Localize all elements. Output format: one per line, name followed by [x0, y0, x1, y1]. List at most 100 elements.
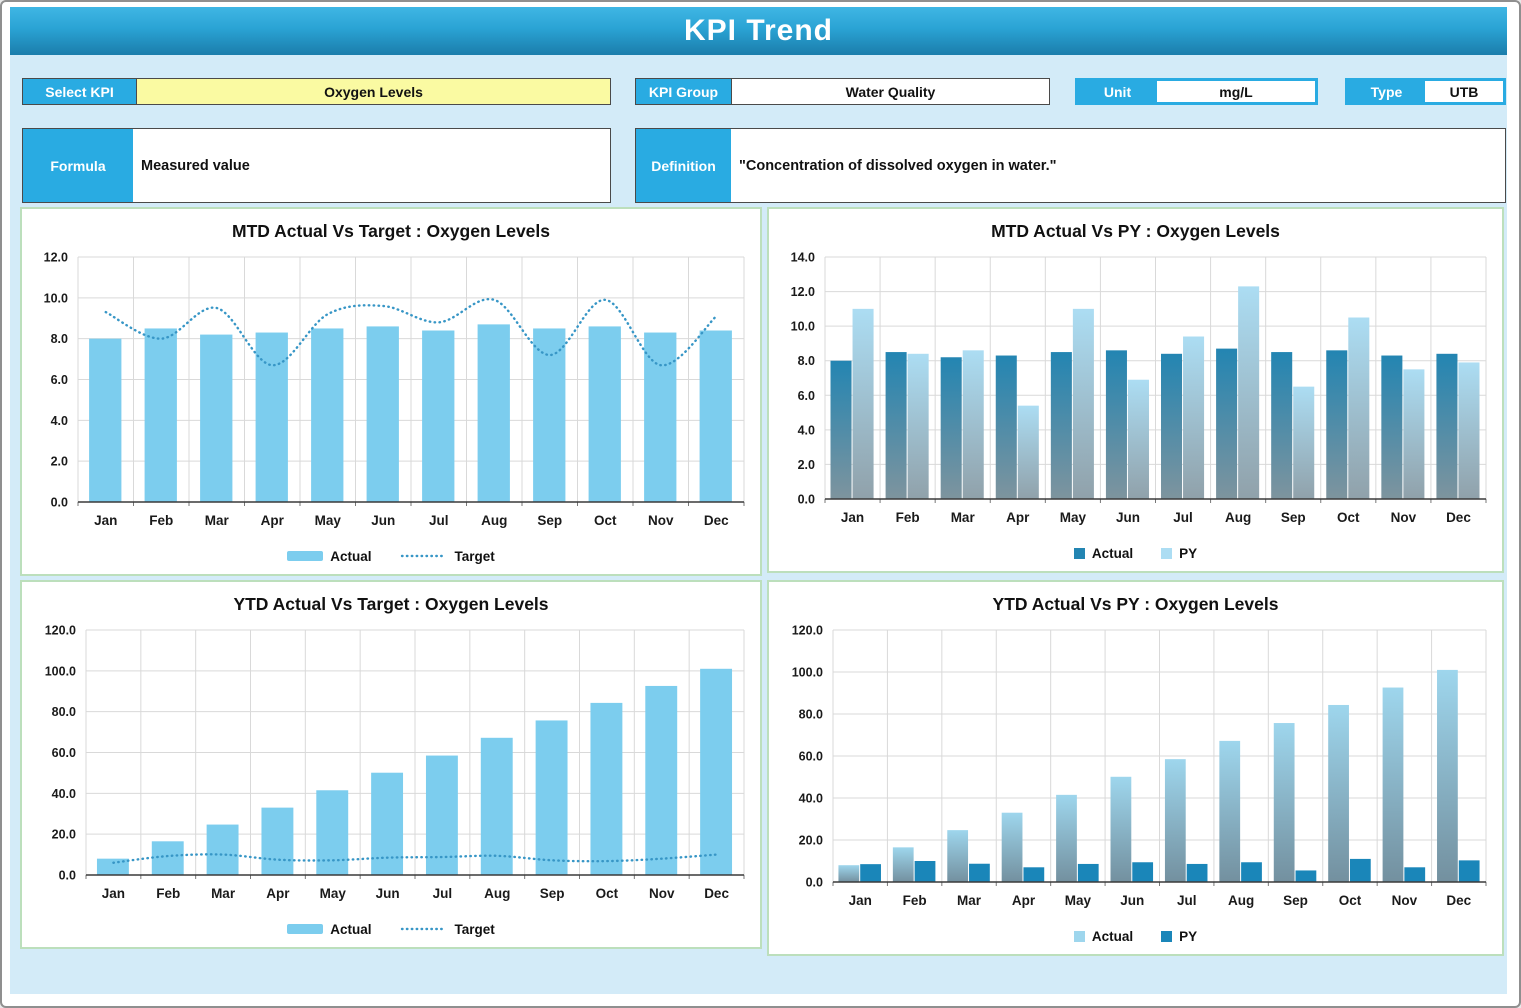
svg-text:Jun: Jun	[371, 513, 395, 528]
legend-square-swatch	[1161, 547, 1173, 559]
legend-label: Actual	[1091, 545, 1134, 561]
type-control: Type UTB	[1345, 78, 1506, 105]
svg-text:Aug: Aug	[1228, 893, 1254, 908]
dashboard-canvas: KPI Trend Select KPI Oxygen Levels KPI G…	[10, 7, 1507, 994]
svg-text:8.0: 8.0	[51, 332, 68, 346]
legend-label: Actual	[1091, 928, 1134, 944]
legend-bar-swatch	[287, 551, 324, 561]
kpi-group-value-field: Water Quality	[731, 79, 1049, 104]
svg-text:Dec: Dec	[704, 513, 729, 528]
definition-value: "Concentration of dissolved oxygen in wa…	[739, 157, 1057, 174]
svg-text:6.0: 6.0	[51, 373, 68, 387]
chart-svg-mtd-py: 0.0 2.0 4.0 6.0 8.0 10.0 12.0 14.0 Jan Feb Mar Apr M…	[791, 251, 1487, 525]
type-value-field: UTB	[1425, 81, 1503, 102]
svg-text:May: May	[320, 886, 347, 901]
legend-item-actual: Actual	[287, 922, 372, 937]
svg-text:Apr: Apr	[261, 513, 285, 528]
svg-text:120.0: 120.0	[45, 624, 76, 638]
svg-text:Sep: Sep	[540, 886, 565, 901]
chart-title-mtd-py: MTD Actual Vs PY : Oxygen Levels	[991, 221, 1280, 241]
legend-square-swatch	[1073, 547, 1085, 559]
svg-text:Aug: Aug	[484, 886, 510, 901]
svg-text:Jan: Jan	[849, 893, 872, 908]
svg-text:Dec: Dec	[1446, 510, 1471, 525]
svg-text:Mar: Mar	[957, 893, 982, 908]
chart-title-ytd-py: YTD Actual Vs PY : Oxygen Levels	[992, 594, 1279, 614]
svg-text:0.0: 0.0	[806, 876, 823, 890]
svg-text:Sep: Sep	[537, 513, 562, 528]
panel-ytd-actual-vs-target: YTD Actual Vs Target : Oxygen Levels 0.0…	[20, 580, 762, 949]
kpi-group-label: KPI Group	[636, 79, 731, 104]
svg-text:60.0: 60.0	[799, 750, 823, 764]
definition-panel: Definition "Concentration of dissolved o…	[635, 128, 1506, 203]
svg-text:Oct: Oct	[596, 886, 619, 901]
formula-label: Formula	[23, 129, 133, 202]
svg-text:8.0: 8.0	[798, 354, 815, 368]
svg-text:Mar: Mar	[951, 510, 976, 525]
svg-text:0.0: 0.0	[51, 496, 68, 510]
svg-text:100.0: 100.0	[45, 664, 76, 678]
legend-square-swatch	[1161, 930, 1173, 942]
page-title: KPI Trend	[683, 14, 834, 47]
svg-text:Nov: Nov	[649, 886, 675, 901]
svg-text:Mar: Mar	[205, 513, 230, 528]
svg-text:40.0: 40.0	[799, 792, 823, 806]
formula-value: Measured value	[141, 157, 250, 174]
legend-mtd-target: Actual Target	[22, 538, 760, 574]
svg-text:Aug: Aug	[481, 513, 507, 528]
select-kpi-value-field[interactable]: Oxygen Levels	[136, 79, 610, 104]
svg-text:Jul: Jul	[433, 886, 453, 901]
definition-label: Definition	[636, 129, 731, 202]
svg-text:May: May	[1065, 893, 1092, 908]
svg-text:6.0: 6.0	[798, 389, 815, 403]
chart-svg-mtd-target: 0.0 2.0 4.0 6.0 8.0 10.0 12.0 Jan Feb Mar Apr May Ju…	[44, 251, 745, 528]
svg-text:Jun: Jun	[1120, 893, 1144, 908]
svg-text:0.0: 0.0	[798, 493, 815, 507]
panel-mtd-actual-vs-py: MTD Actual Vs PY : Oxygen Levels 0.0 2.0 4…	[767, 207, 1504, 573]
panel-mtd-actual-vs-target: MTD Actual Vs Target : Oxygen Levels 0.0…	[20, 207, 762, 576]
unit-value-field: mg/L	[1157, 81, 1315, 102]
svg-text:Jul: Jul	[429, 513, 449, 528]
svg-text:Feb: Feb	[149, 513, 173, 528]
svg-text:May: May	[315, 513, 342, 528]
legend-label: PY	[1179, 928, 1198, 944]
svg-text:0.0: 0.0	[59, 869, 76, 883]
chart-mtd-actual-vs-target: 0.0 2.0 4.0 6.0 8.0 10.0 12.0 Jan Feb Mar Apr May Ju…	[22, 247, 760, 538]
chart-svg-ytd-target: 0.0 20.0 40.0 60.0 80.0 100.0 120.0 Jan Feb Mar Ap…	[45, 624, 745, 901]
legend-mtd-py: Actual PY	[769, 535, 1502, 571]
legend-label: Target	[454, 921, 495, 937]
svg-text:Jun: Jun	[376, 886, 400, 901]
svg-text:Oct: Oct	[1339, 893, 1362, 908]
svg-text:Oct: Oct	[594, 513, 617, 528]
svg-text:Nov: Nov	[648, 513, 674, 528]
legend-label: Target	[454, 548, 495, 564]
legend-ytd-target: Actual Target	[22, 911, 760, 947]
legend-item-py: PY	[1161, 929, 1197, 944]
svg-text:Jun: Jun	[1116, 510, 1140, 525]
svg-text:Aug: Aug	[1225, 510, 1251, 525]
svg-text:12.0: 12.0	[44, 251, 68, 265]
legend-item-actual: Actual	[1073, 928, 1134, 944]
svg-text:10.0: 10.0	[44, 291, 68, 305]
legend-label: PY	[1179, 545, 1198, 561]
svg-text:2.0: 2.0	[798, 458, 815, 472]
select-kpi-control: Select KPI Oxygen Levels	[22, 78, 611, 105]
type-label: Type	[1348, 81, 1425, 102]
svg-text:Sep: Sep	[1283, 893, 1308, 908]
svg-text:20.0: 20.0	[52, 828, 76, 842]
legend-label: Actual	[330, 548, 372, 564]
chart-title-ytd-target: YTD Actual Vs Target : Oxygen Levels	[233, 594, 549, 614]
chart-ytd-actual-vs-py: 0.0 20.0 40.0 60.0 80.0 100.0 120.0 Jan Feb Mar Ap…	[769, 620, 1502, 918]
svg-text:10.0: 10.0	[791, 320, 815, 334]
svg-text:4.0: 4.0	[51, 414, 68, 428]
svg-text:Jul: Jul	[1173, 510, 1193, 525]
formula-panel: Formula Measured value	[22, 128, 611, 203]
dashboard-header: KPI Trend	[10, 7, 1507, 55]
legend-item-py: PY	[1161, 546, 1197, 561]
legend-line-swatch	[400, 554, 447, 558]
svg-text:Mar: Mar	[211, 886, 236, 901]
svg-text:4.0: 4.0	[798, 423, 815, 437]
svg-text:Dec: Dec	[704, 886, 729, 901]
svg-text:Feb: Feb	[156, 886, 180, 901]
